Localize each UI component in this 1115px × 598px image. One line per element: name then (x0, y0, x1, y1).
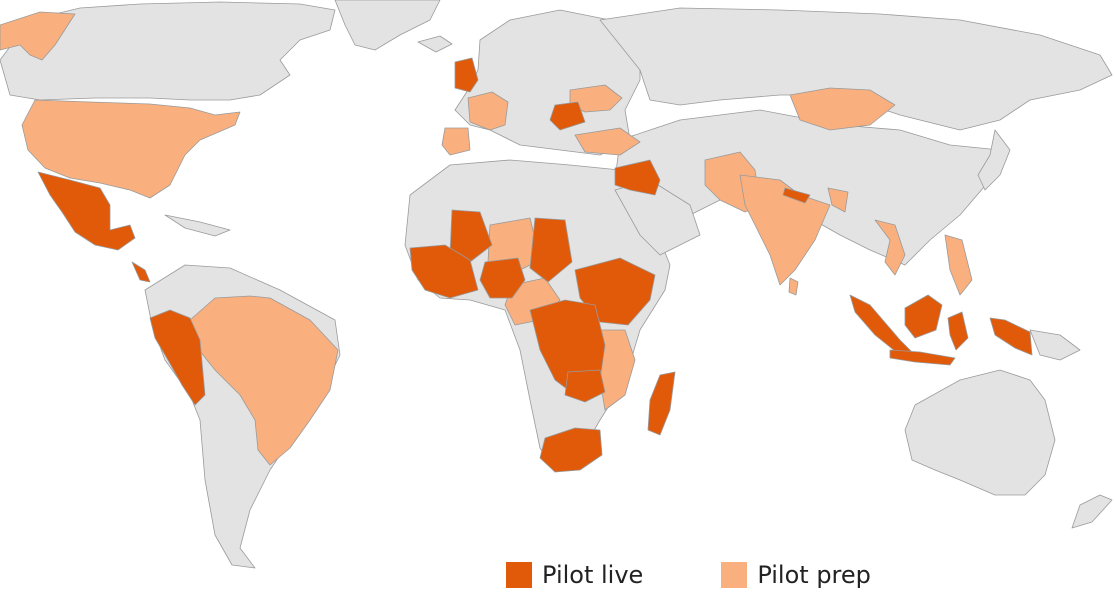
country-alaska (0, 11, 76, 61)
region-png (1029, 329, 1081, 361)
region-greenland (334, 0, 441, 51)
pilot-live-countries (37, 57, 1033, 473)
country-madagascar (647, 371, 676, 436)
country-france (467, 91, 509, 131)
land-base (0, 0, 1113, 569)
map-legend: Pilot live Pilot prep (506, 561, 871, 589)
country-mexico (37, 171, 136, 251)
country-brazil (189, 295, 339, 466)
country-bangladesh (827, 187, 849, 213)
country-papua (989, 317, 1033, 356)
legend-label-pilot-live: Pilot live (542, 561, 644, 589)
country-usa (21, 99, 241, 199)
country-nigeria (479, 257, 526, 299)
pilot-prep-countries (0, 11, 973, 466)
country-romania (549, 101, 586, 131)
legend-swatch-pilot-prep (721, 562, 748, 588)
legend-item-pilot-prep: Pilot prep (721, 561, 871, 589)
country-central-america (131, 261, 151, 283)
country-sri-lanka (788, 277, 799, 296)
country-peru (149, 309, 206, 406)
region-japan (977, 129, 1011, 191)
region-australia (904, 369, 1056, 496)
country-java (889, 349, 956, 366)
country-uk (454, 57, 479, 93)
country-zambia (564, 369, 606, 403)
region-new-zealand (1071, 494, 1113, 529)
country-mali (449, 209, 493, 263)
legend-swatch-pilot-live (506, 562, 532, 588)
region-iceland (417, 35, 453, 53)
region-russia (599, 7, 1113, 131)
country-vietnam (874, 219, 906, 276)
country-mongolia (789, 87, 896, 131)
country-iraq (614, 159, 661, 196)
country-south-africa (539, 427, 603, 473)
country-borneo (904, 294, 943, 339)
country-spain (441, 127, 471, 156)
legend-label-pilot-prep: Pilot prep (757, 561, 871, 589)
region-caribbean (164, 214, 231, 237)
country-sulawesi (947, 311, 969, 351)
country-philippines (944, 234, 973, 296)
country-sudan (529, 217, 573, 283)
country-west-africa (409, 244, 479, 299)
country-turkey (574, 127, 641, 156)
country-nepal (782, 187, 811, 204)
legend-item-pilot-live: Pilot live (506, 561, 643, 589)
region-canada-alaska (0, 1, 336, 101)
